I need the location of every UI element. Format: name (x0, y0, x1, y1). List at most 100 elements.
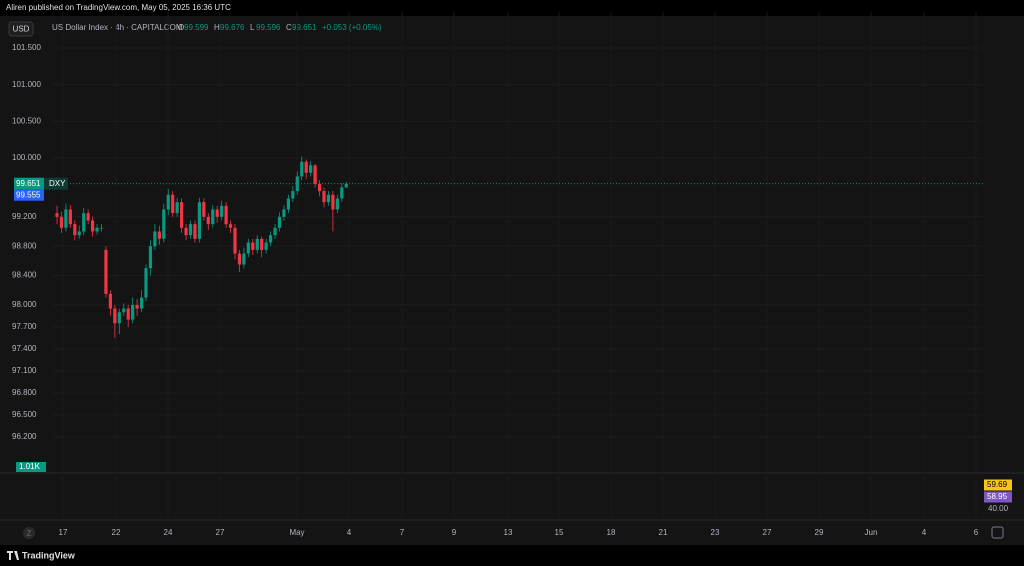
x-tick-label: 13 (504, 528, 513, 537)
candle-body (77, 231, 81, 236)
candle-body (82, 213, 86, 232)
candle-body (326, 194, 331, 203)
legend-value: 99.651 (292, 23, 317, 32)
candle-body (73, 224, 77, 236)
candle-body (344, 183, 348, 188)
candle-body (59, 216, 64, 228)
candle-body (95, 227, 99, 232)
candle-body (91, 220, 95, 232)
bottom-bar (0, 545, 1024, 566)
candle-body (260, 238, 264, 250)
last-price-label: 99.651 (16, 179, 41, 188)
timezone-button[interactable] (23, 527, 35, 539)
settings-button[interactable] (991, 526, 1004, 539)
candle-body (171, 194, 175, 214)
candle-body (113, 308, 117, 324)
candle-body (269, 235, 273, 243)
candle-body (117, 312, 121, 324)
x-tick-label: 15 (555, 528, 564, 537)
y-tick-label: 98.800 (12, 241, 37, 250)
candle-body (246, 242, 250, 254)
currency-button[interactable] (8, 21, 34, 37)
candle-body (202, 202, 206, 217)
candle-body (220, 205, 224, 217)
candle-body (144, 268, 148, 298)
x-tick-label: 22 (112, 528, 121, 537)
candle-body (131, 304, 135, 320)
candle-body (215, 209, 219, 217)
candle-body (162, 209, 166, 239)
candle-body (273, 227, 277, 236)
candle-body (99, 227, 104, 229)
y-tick-label: 100.000 (12, 153, 41, 162)
candle-body (193, 224, 197, 239)
candle-body (322, 191, 326, 203)
x-tick-label: 9 (452, 528, 457, 537)
ohlc-legend: O 99.599 H 99.676 L 99.596 C 99.651 +0.053 (+0.0… (178, 23, 382, 32)
y-tick-label: 100.500 (12, 116, 41, 125)
currency[interactable]: USD (13, 25, 30, 34)
x-tick-label: 27 (216, 528, 225, 537)
indicator-value-label: 58.95 (987, 492, 1008, 501)
candle-body (55, 213, 59, 217)
x-tick-label: 23 (711, 528, 720, 537)
indicator-value-box (984, 491, 1012, 503)
candle-body (237, 253, 242, 265)
y-tick-label: 97.400 (12, 344, 37, 353)
candle-body (286, 198, 290, 210)
y-tick-label: 101.500 (12, 43, 41, 52)
candle-body (264, 242, 268, 250)
y-tick-label: 98.000 (12, 300, 37, 309)
candle-body (300, 161, 304, 177)
y-tick-label: 96.500 (12, 410, 37, 419)
volume-box (16, 462, 46, 472)
candle-body (335, 198, 339, 210)
candle-body (157, 231, 161, 239)
header: Aliren published on TradingView.com, May… (6, 3, 231, 12)
legend-key: C (286, 23, 292, 32)
x-tick-label: 27 (763, 528, 772, 537)
symbol-title: US Dollar Index · 4h · CAPITALCOM (52, 23, 183, 32)
indicator-value-label: 59.69 (987, 480, 1008, 489)
x-tick-label: Jun (865, 528, 878, 537)
candle-body (340, 187, 344, 199)
candle-body (304, 161, 308, 173)
candle-body (277, 216, 282, 228)
candle-body (313, 165, 317, 184)
footer-logo: TradingView (22, 550, 76, 560)
candle-body (224, 205, 228, 225)
candle-body (184, 227, 188, 236)
candle-body (282, 209, 286, 217)
candle-body (242, 253, 246, 265)
candle-body (295, 176, 299, 192)
x-tick-label: 17 (59, 528, 68, 537)
x-tick-label: 6 (974, 528, 979, 537)
x-tick-label: 4 (347, 528, 352, 537)
x-tick-label: 24 (164, 528, 173, 537)
candle-body (317, 183, 322, 192)
candle-body (228, 224, 233, 228)
candle-body (148, 246, 153, 269)
legend-key: L (250, 23, 255, 32)
indicator-tick-label: 40.00 (988, 504, 1009, 513)
legend-key: H (214, 23, 220, 32)
legend-change: +0.053 (+0.05%) (322, 23, 382, 32)
candle-body (166, 194, 170, 210)
candle-body (153, 231, 157, 247)
timezone-icon[interactable]: Z (27, 530, 32, 537)
x-tick-label: 29 (815, 528, 824, 537)
legend-value: 99.599 (184, 23, 209, 32)
candle-body (188, 224, 193, 236)
y-tick-label: 98.400 (12, 271, 37, 280)
indicator-value-box (984, 479, 1012, 491)
last-price-box (14, 177, 44, 190)
legend-value: 99.676 (220, 23, 245, 32)
candle-body (122, 308, 126, 313)
y-tick-label: 99.200 (12, 212, 37, 221)
x-tick-label: 18 (607, 528, 616, 537)
candle-body (68, 209, 72, 225)
x-tick-label: May (289, 528, 304, 537)
reference-price-box (14, 189, 44, 201)
legend-value: 99.596 (256, 23, 281, 32)
